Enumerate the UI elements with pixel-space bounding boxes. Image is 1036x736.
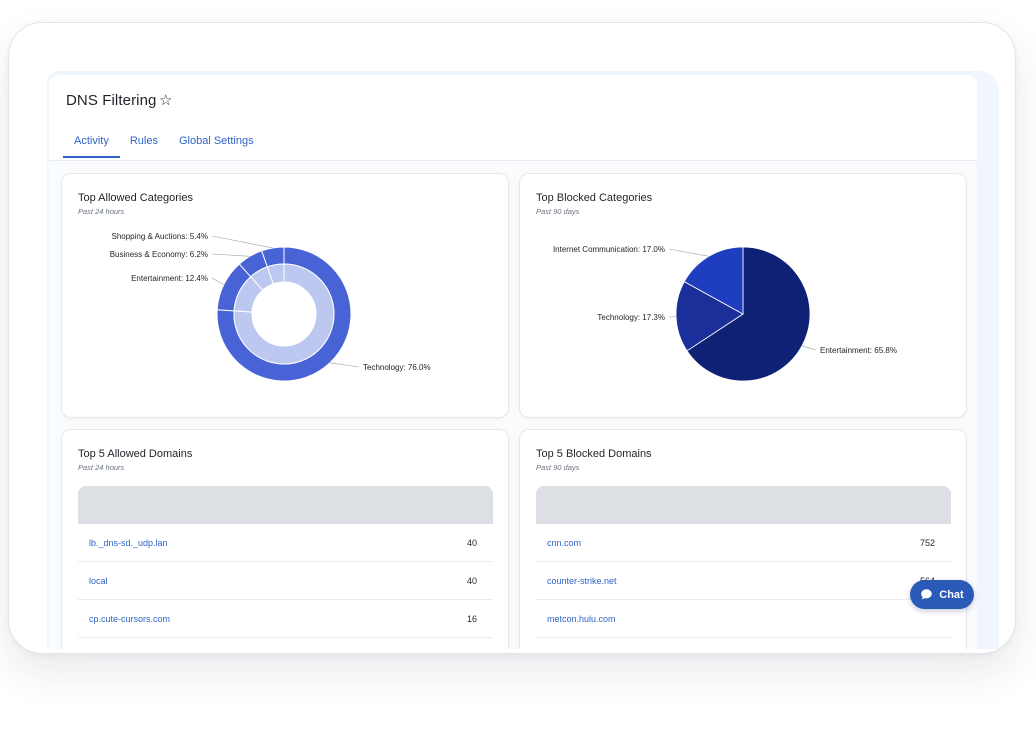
chat-label: Chat	[939, 588, 964, 601]
leader-line-entertainment	[211, 277, 224, 285]
blocked-categories-chart: Entertainment: 65.8% Technology: 17.3% Int…	[553, 245, 897, 382]
domain-link[interactable]: counter-strike.net	[547, 575, 617, 586]
tablet-frame: DNS Filtering ☆ Activity Rules Global Se…	[8, 22, 1016, 654]
allowed-categories-card: Top Allowed Categories Past 24 hours Tec…	[61, 173, 509, 418]
data-label-entertainment: Entertainment: 65.8%	[820, 346, 897, 355]
leader-line-technology	[329, 362, 360, 368]
page-title: DNS Filtering	[66, 92, 157, 109]
domain-link[interactable]: lb._dns-sd._udp.lan	[89, 537, 168, 548]
screen: DNS Filtering ☆ Activity Rules Global Se…	[47, 71, 999, 649]
domain-link[interactable]: local	[89, 575, 108, 586]
card-title: Top Blocked Categories	[536, 192, 653, 204]
pie-slice-entertainment	[686, 246, 811, 382]
query-count: 752	[919, 537, 935, 548]
table-row: metcon.hulu.com	[536, 600, 951, 638]
domain-link[interactable]: metcon.hulu.com	[547, 613, 616, 624]
table-row: counter-strike.net 564	[536, 562, 951, 600]
page-header: DNS Filtering ☆ Activity Rules Global Se…	[49, 75, 977, 161]
tab-rules[interactable]: Rules	[129, 135, 158, 147]
tab-activity[interactable]: Activity	[63, 133, 120, 158]
domain-link[interactable]: cp.cute-cursors.com	[89, 613, 171, 624]
data-label-shopping-auctions: Shopping & Auctions: 5.4%	[111, 232, 208, 241]
chat-bubble-icon	[921, 589, 933, 600]
chat-button[interactable]: Chat	[910, 580, 974, 609]
data-label-internet-communication: Internet Communication: 17.0%	[553, 245, 665, 254]
blocked-categories-card: Top Blocked Categories Past 90 days Ente…	[519, 173, 967, 418]
data-label-entertainment: Entertainment: 12.4%	[131, 274, 208, 283]
allowed-domains-table: lb._dns-sd._udp.lan 40 local 40 cp.cute-…	[78, 486, 493, 638]
tab-bar: Activity Rules Global Settings	[63, 133, 275, 158]
leader-line-business-economy	[211, 253, 250, 257]
tab-global-settings[interactable]: Global Settings	[178, 135, 254, 147]
data-label-business-economy: Business & Economy: 6.2%	[110, 250, 208, 259]
blocked-domains-card: Top 5 Blocked Domains Past 90 days cnn.c…	[519, 429, 967, 649]
blocked-domains-table: cnn.com 752 counter-strike.net 564 metco…	[536, 486, 951, 638]
card-subtitle: Past 90 days	[536, 207, 580, 216]
leader-line-shopping-auctions	[211, 235, 273, 249]
table-header	[78, 486, 493, 524]
favorite-star-icon[interactable]: ☆	[159, 92, 173, 109]
table-row: cp.cute-cursors.com 16	[78, 600, 493, 638]
query-count: 40	[466, 575, 477, 586]
table-row: lb._dns-sd._udp.lan 40	[78, 524, 493, 562]
card-title: Top 5 Blocked Domains	[536, 448, 652, 460]
card-subtitle: Past 90 days	[536, 463, 580, 472]
card-title: Top Allowed Categories	[78, 192, 193, 204]
table-row: cnn.com 752	[536, 524, 951, 562]
data-label-technology: Technology: 76.0%	[363, 363, 431, 372]
app-window: DNS Filtering ☆ Activity Rules Global Se…	[49, 75, 977, 649]
query-count: 16	[466, 613, 477, 624]
leader-line-entertainment	[801, 345, 817, 351]
pie-slice-internet-communication	[683, 246, 744, 315]
donut-inner-slice-shopping-auctions	[266, 263, 285, 285]
leader-line-internet-communication	[668, 248, 709, 257]
query-count: 40	[466, 537, 477, 548]
allowed-domains-card: Top 5 Allowed Domains Past 24 hours lb._…	[61, 429, 509, 649]
pie-slice-technology	[675, 281, 744, 352]
domain-link[interactable]: cnn.com	[547, 537, 582, 548]
table-header	[536, 486, 951, 524]
data-label-technology: Technology: 17.3%	[597, 313, 665, 322]
card-title: Top 5 Allowed Domains	[78, 448, 193, 460]
card-subtitle: Past 24 hours	[78, 207, 125, 216]
allowed-categories-chart: Technology: 76.0% Entertainment: 12.4% Bus…	[110, 232, 431, 382]
table-row: local 40	[78, 562, 493, 600]
card-subtitle: Past 24 hours	[78, 463, 125, 472]
donut-inner-slice-technology	[233, 263, 335, 365]
